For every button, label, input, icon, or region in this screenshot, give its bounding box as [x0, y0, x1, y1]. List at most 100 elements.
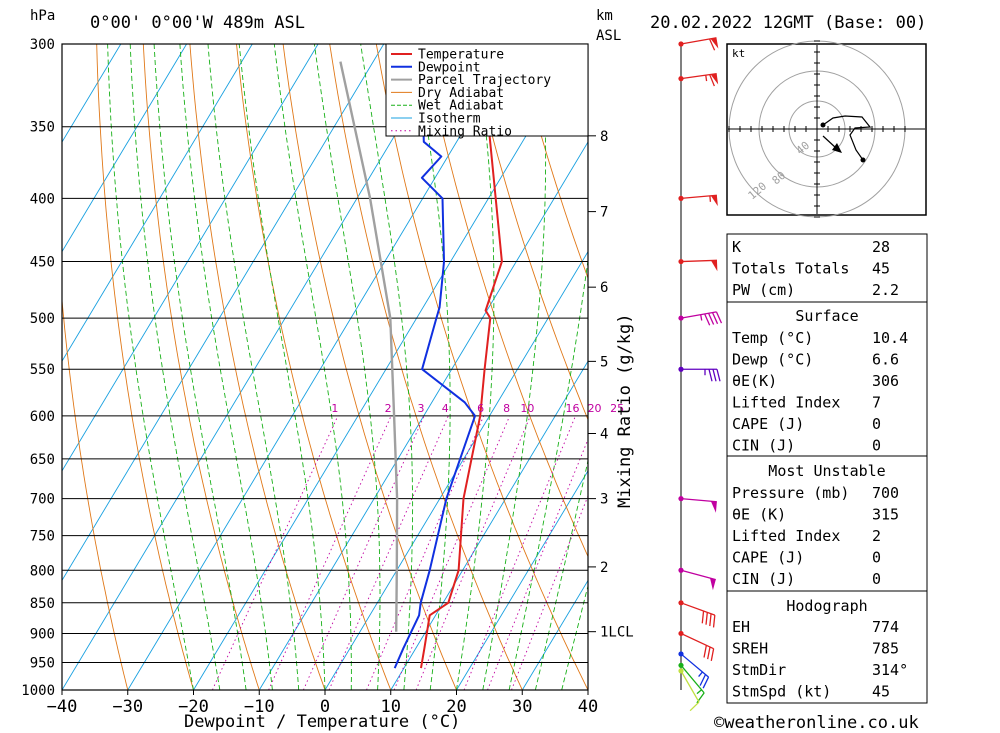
- pressure-tick-label: 400: [30, 191, 55, 207]
- sounding-series: [339, 44, 503, 669]
- mixing-ratio-labels: 1 2 3 4 6 8 10 16 20 25: [331, 402, 624, 415]
- wind-barb-pennant: [710, 501, 717, 513]
- wet-adiabat-line: [534, 458, 588, 690]
- mixing-ratio-line: [487, 438, 588, 690]
- x-tick-label: −30: [112, 697, 143, 717]
- pressure-tick-label: 300: [30, 37, 55, 53]
- wind-barb: [678, 567, 716, 591]
- indices-row-value: 2.2: [872, 281, 899, 299]
- wind-barb-staff: [680, 653, 709, 678]
- mixing-ratio-line: [302, 415, 425, 690]
- isotherm-line: [62, 44, 450, 690]
- most-unstable-row-label: θE (K): [732, 506, 786, 524]
- wind-barb-pennant: [710, 37, 719, 49]
- x-tick-label: 20: [446, 697, 466, 717]
- hodograph-table-row-label: StmSpd (kt): [732, 683, 831, 701]
- wind-barb-staff: [680, 497, 717, 503]
- km-tick-label: 4: [600, 427, 608, 443]
- location-label: 0°00' 0°00'W 489m ASL: [90, 13, 305, 33]
- wet-adiabat-line: [413, 44, 451, 690]
- isotherm-line: [127, 44, 516, 690]
- isotherm-line: [521, 579, 588, 690]
- pressure-tick-label: 450: [30, 255, 55, 271]
- copyright-label: ©weatheronline.co.uk: [714, 713, 919, 733]
- wind-barb: [678, 194, 718, 207]
- wind-barb-flag: [702, 676, 710, 689]
- wind-barb-staff: [680, 632, 714, 650]
- wind-barb: [678, 496, 717, 513]
- dry-adiabat-line: [515, 44, 588, 280]
- wind-barb: [678, 668, 700, 712]
- wind-barb-halfflag: [700, 314, 703, 321]
- wind-barb-pennant: [710, 73, 719, 85]
- isotherm-line: [258, 141, 588, 690]
- wind-barb: [678, 630, 715, 661]
- indices-row-label: Totals Totals: [732, 260, 849, 278]
- legend-entry: Dry Adiabat: [418, 86, 504, 101]
- mixing-ratio-label: 6: [477, 402, 484, 415]
- wind-barb-halfflag: [696, 689, 702, 695]
- x-tick-label: −10: [244, 697, 275, 717]
- surface-row-value: 7: [872, 394, 881, 412]
- isobar-lines: [62, 43, 588, 691]
- mixing-ratio-label: 25: [610, 402, 624, 415]
- hodograph-unit: kt: [732, 47, 745, 60]
- legend-entry: Dewpoint: [418, 60, 481, 75]
- indices-tables: K 28 Totals Totals 45 PW (cm) 2.2 Surface Temp …: [726, 233, 928, 704]
- datetime-label: 20.02.2022 12GMT (Base: 00): [650, 13, 926, 33]
- dry-adiabat-line: [982, 44, 1000, 690]
- mixing-ratio-label: 16: [565, 402, 579, 415]
- series-line-parcel-trajectory: [339, 61, 399, 632]
- mixing-ratio-label: 1: [331, 402, 338, 415]
- surface-box: [726, 301, 928, 457]
- storm-motion-arrowhead: [832, 143, 842, 153]
- wind-barb-flag: [708, 369, 713, 382]
- hodograph-start-dot: [820, 122, 826, 128]
- wind-barb-halfflag: [709, 195, 712, 202]
- wind-barbs: [678, 37, 723, 712]
- wind-barb: [678, 311, 723, 326]
- pressure-tick-label: 500: [30, 311, 55, 327]
- pressure-tick-label: 950: [30, 655, 55, 671]
- indices-row-label: PW (cm): [732, 281, 795, 299]
- wind-barb-flag: [707, 312, 715, 325]
- surface-title: Surface: [795, 307, 858, 325]
- pressure-tick-label: 600: [30, 409, 55, 425]
- isotherm-line: [456, 469, 588, 690]
- most-unstable-box: [726, 455, 928, 592]
- surface-row-label: Dewp (°C): [732, 351, 813, 369]
- series-line-dewpoint: [393, 44, 476, 669]
- dry-adiabat-line: [96, 44, 194, 690]
- wind-barb: [678, 651, 710, 689]
- pressure-tick-label: 750: [30, 529, 55, 545]
- km-tick-label: 6: [600, 280, 608, 296]
- wind-barb-flag: [689, 701, 700, 712]
- hodograph-end-dot: [860, 157, 866, 163]
- mixing-ratio-label: 3: [418, 402, 425, 415]
- plot-frame: [61, 43, 589, 691]
- storm-motion-arrow: [822, 135, 837, 149]
- pressure-tick-label: 350: [30, 120, 55, 136]
- most-unstable-row-value: 315: [872, 506, 899, 524]
- wind-barb-flag: [709, 613, 712, 627]
- hodograph-table-row-value: 314°: [872, 661, 908, 679]
- indices-box: [726, 233, 928, 303]
- isotherm-line: [62, 44, 385, 582]
- km-tick-label: 2: [600, 560, 608, 576]
- wind-barb: [678, 600, 716, 628]
- wind-barb-flag: [705, 612, 708, 625]
- wind-barb-pennant: [710, 260, 718, 272]
- wind-barb-flag: [712, 615, 716, 628]
- mixing-ratio-line: [268, 415, 392, 690]
- wind-barb: [678, 258, 718, 272]
- wind-barb-pennant: [709, 578, 716, 591]
- wind-barb: [678, 662, 705, 704]
- wind-barb: [678, 366, 721, 382]
- legend-entry: Temperature: [418, 48, 504, 63]
- most-unstable-row-value: 0: [872, 570, 881, 588]
- hpa-unit-label: hPa: [30, 8, 55, 24]
- km-tick-label: 1LCL: [600, 625, 634, 641]
